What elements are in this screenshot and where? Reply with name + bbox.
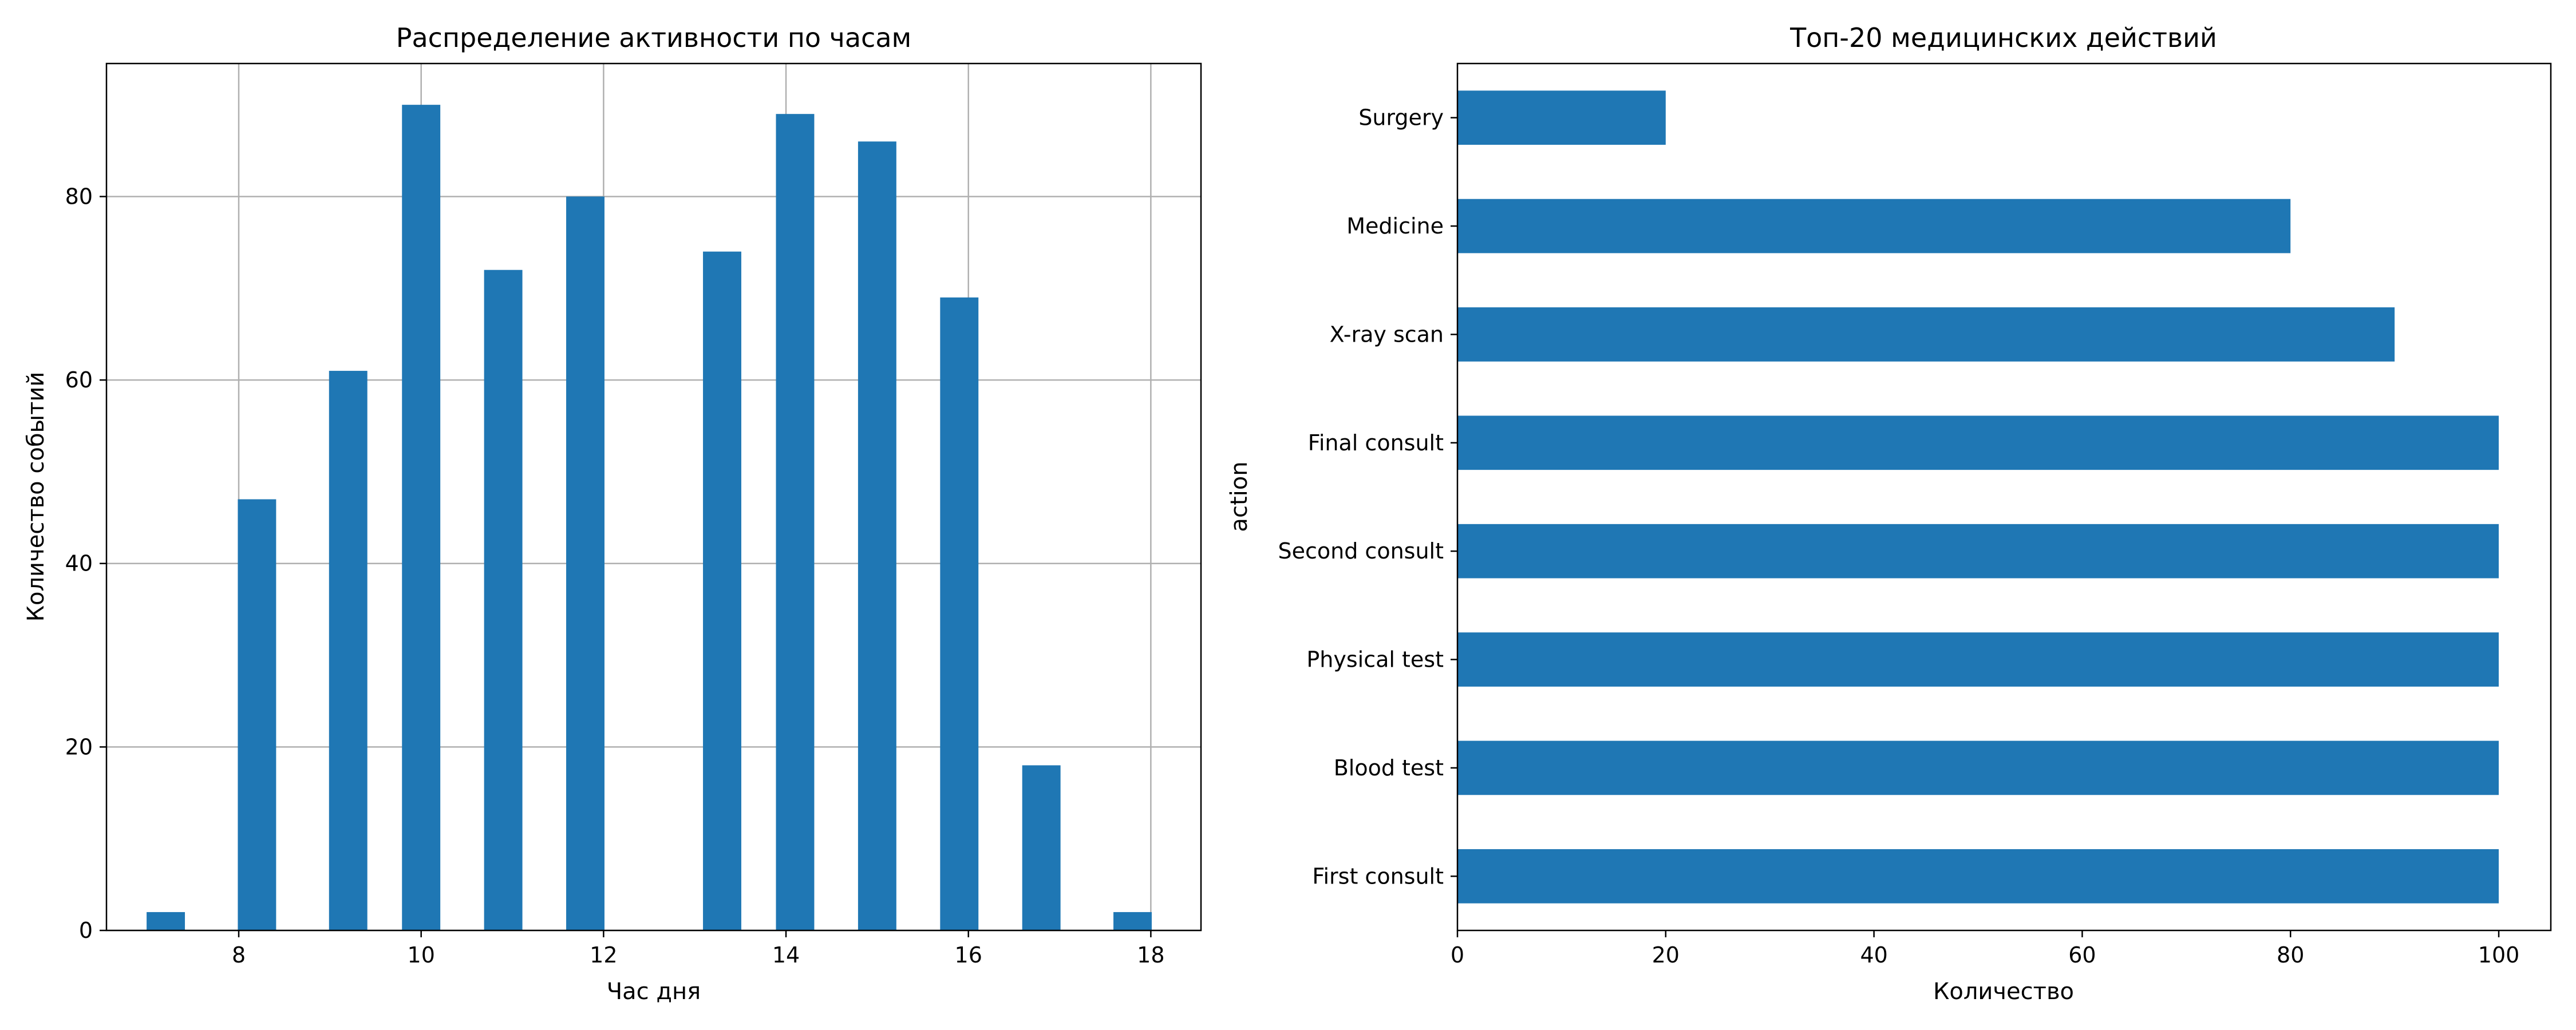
hourly-y-tick-label: 20 [65,734,93,759]
action-bar [1457,632,2499,687]
hourly-x-tick-label: 16 [955,942,982,968]
hourly-activity-chart: Распределение активности по часам 8 10 12 1… [23,22,1202,1005]
action-category-label: Final consult [1308,430,1444,455]
hourly-x-tick-label: 18 [1137,942,1164,968]
action-bar [1457,415,2499,470]
hourly-chart-x-label: Час дня [607,978,701,1005]
action-bar [1457,90,1666,145]
actions-chart-y-label: action [1226,461,1253,532]
hourly-bar [329,371,368,930]
action-x-tick-label: 100 [2478,942,2520,968]
action-category-label: Blood test [1334,755,1444,781]
hourly-chart-y-label: Количество событий [23,372,49,622]
hourly-chart-bars [147,105,1152,931]
action-category-label: Surgery [1358,105,1444,130]
action-category-label: Second consult [1278,538,1444,564]
action-x-tick-label: 60 [2068,942,2096,968]
top-actions-chart: Топ-20 медицинских действий 0 20 40 60 80 100… [1226,22,2552,1005]
hourly-x-tick-label: 8 [232,942,246,968]
action-bar [1457,199,2291,253]
action-x-tick-label: 40 [1860,942,1887,968]
actions-chart-frame [1456,62,2552,932]
action-bar [1457,307,2395,362]
actions-chart-bars [1457,90,2499,904]
actions-chart-x-label: Количество [1933,978,2074,1005]
hourly-bar [858,141,896,931]
actions-chart-x-ticks: 0 20 40 60 80 100 [1451,930,2519,968]
action-category-label: Physical test [1306,647,1444,672]
action-x-tick-label: 0 [1451,942,1464,968]
action-category-label: Medicine [1346,213,1444,239]
hourly-chart-x-ticks: 8 10 12 14 16 18 [232,930,1165,968]
hourly-bar [1113,912,1152,930]
hourly-bar [776,114,815,931]
hourly-chart-y-ticks: 0 20 40 60 80 [65,184,106,943]
hourly-bar [703,251,741,931]
hourly-chart-frame [105,62,1202,932]
actions-chart-title: Топ-20 медицинских действий [1789,22,2217,53]
hourly-bar [1022,765,1061,930]
hourly-chart-title: Распределение активности по часам [396,22,911,53]
hourly-y-tick-label: 80 [65,184,93,209]
hourly-bar [940,297,979,930]
hourly-bar [147,912,185,930]
action-bar [1457,849,2499,904]
hourly-x-tick-label: 10 [408,942,435,968]
hourly-bar [566,196,605,930]
action-bar [1457,740,2499,795]
hourly-x-tick-label: 12 [590,942,617,968]
hourly-y-tick-label: 60 [65,367,93,393]
hourly-bar [484,270,523,930]
hourly-y-tick-label: 40 [65,551,93,576]
hourly-bar [238,499,276,930]
hourly-x-tick-label: 14 [772,942,800,968]
action-x-tick-label: 80 [2277,942,2304,968]
hourly-y-tick-label: 0 [79,918,93,943]
action-bar [1457,524,2499,579]
hourly-bar [402,105,441,931]
action-x-tick-label: 20 [1652,942,1680,968]
actions-chart-y-ticks: First consult Blood test Physical test Seco… [1278,105,1457,889]
action-category-label: X-ray scan [1330,322,1444,347]
action-category-label: First consult [1312,863,1444,889]
